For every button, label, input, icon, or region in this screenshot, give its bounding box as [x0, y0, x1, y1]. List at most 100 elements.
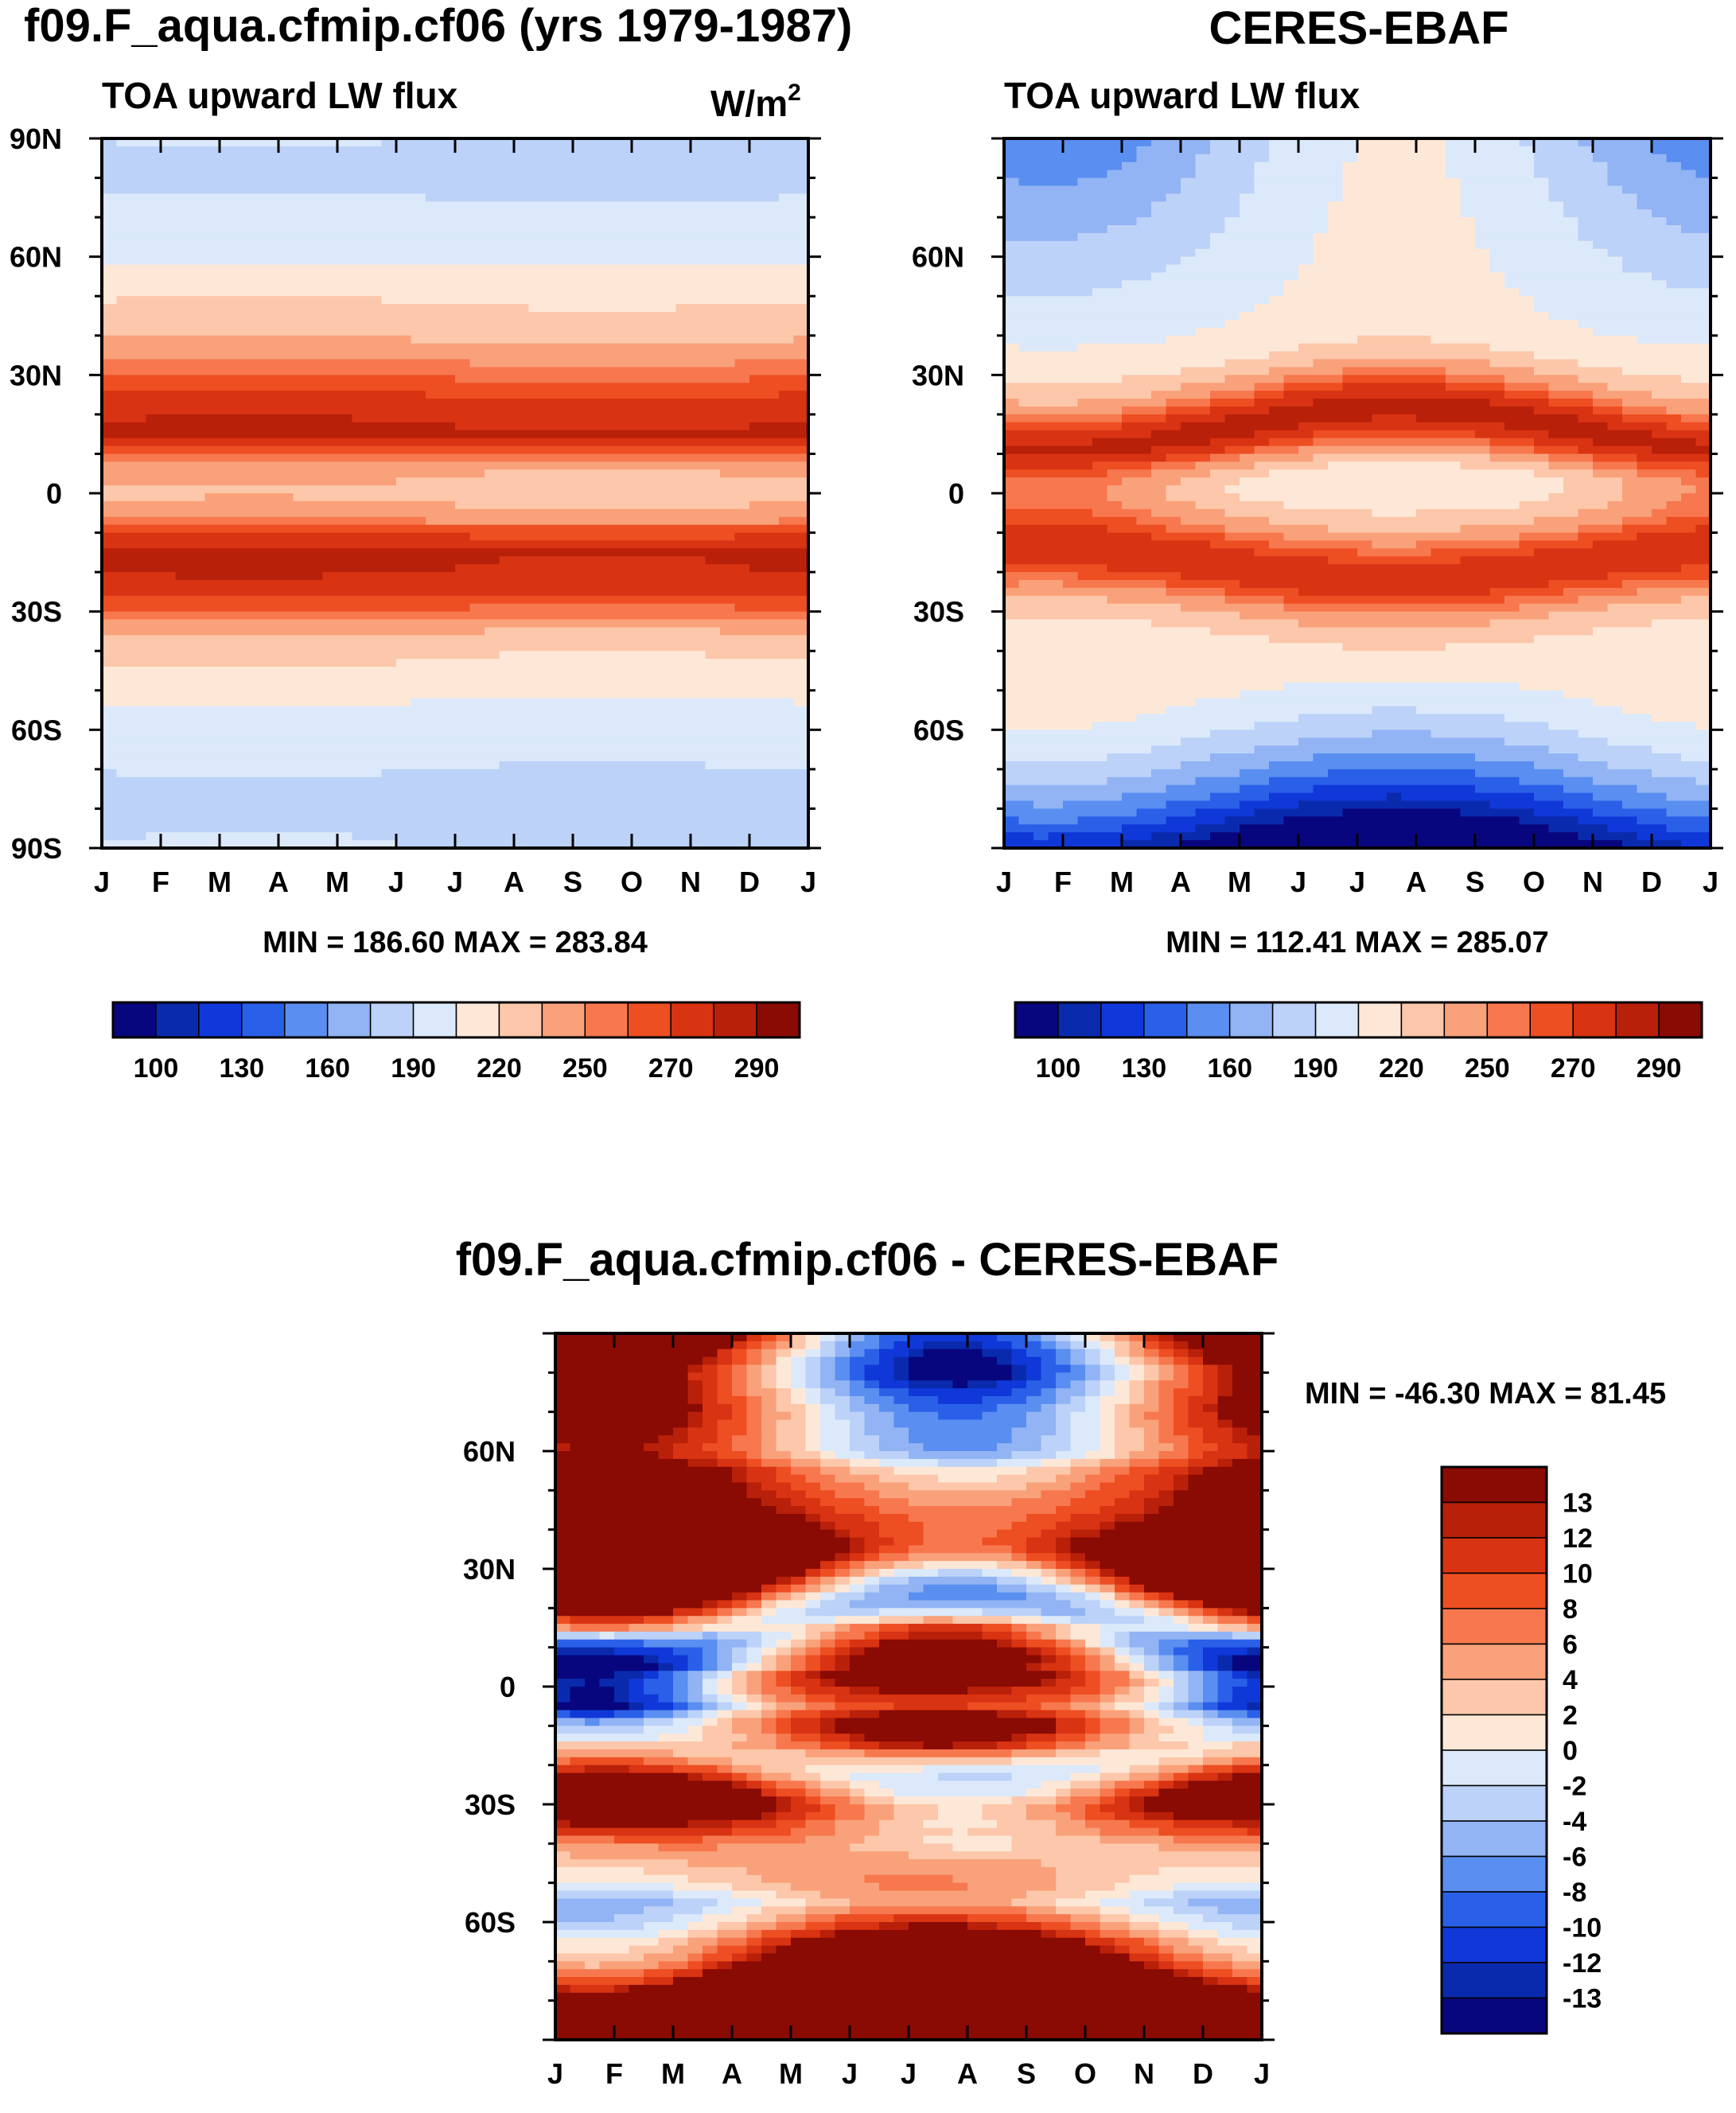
panel3-cell [879, 1687, 968, 1695]
panel2-cell [1475, 430, 1550, 439]
panel2-cell [1519, 776, 1594, 786]
panel2-cell [1504, 383, 1550, 391]
panel1-cell [102, 769, 118, 778]
panel3-cell [732, 1388, 748, 1397]
panel2-cell [1548, 312, 1711, 321]
panel3-cell [909, 1553, 1013, 1562]
panel3-cell [717, 1687, 733, 1695]
panel3-cell [864, 1419, 895, 1428]
panel2-cell [1607, 248, 1711, 258]
panel2-cell [1151, 272, 1299, 281]
panel3-cell [746, 1866, 1057, 1876]
panel3-cell [1158, 1364, 1174, 1373]
panel2-cell [1534, 469, 1594, 478]
panel3-cell [1085, 1576, 1101, 1586]
panel2-cell [1563, 209, 1652, 218]
panel2-cell [1224, 595, 1285, 605]
panel2-cell [1254, 177, 1344, 187]
panel1-cell [779, 516, 809, 526]
panel1-colorbar-label: 270 [648, 1053, 694, 1084]
panel3-cell [1158, 1929, 1189, 1939]
panel1-cell [102, 816, 809, 825]
panel3-cell [879, 1608, 983, 1617]
panel3-cell [1158, 1788, 1263, 1797]
panel3-cell [1085, 1380, 1101, 1389]
panel2-cell [1240, 493, 1550, 502]
panel3-cell [1070, 1576, 1086, 1586]
panel3-cell [820, 1451, 836, 1460]
panel3-cell [864, 1553, 880, 1562]
panel3-cell [805, 1694, 836, 1703]
panel2-colorbar-label: 290 [1637, 1053, 1682, 1084]
panel3-cell [1158, 1403, 1174, 1413]
panel3-cell [879, 1443, 924, 1452]
panel3-cell [1100, 1521, 1115, 1531]
panel3-cell [703, 1364, 718, 1373]
panel3-cell [938, 1411, 983, 1421]
panel3-cell [776, 1811, 807, 1821]
panel3-cell [820, 1364, 836, 1373]
panel2-cell [1622, 406, 1668, 415]
panel1-cell [102, 595, 809, 605]
panel2-cell [1240, 690, 1564, 699]
panel2-cell [1357, 335, 1432, 344]
panel1-cell [102, 840, 397, 849]
panel3-cell [805, 1608, 880, 1617]
panel3-cell [1188, 1372, 1204, 1381]
panel3-cell [1026, 1914, 1072, 1923]
panel1-cell [102, 288, 809, 297]
panel3-cell [805, 1655, 821, 1664]
panel2-cell [1681, 375, 1711, 383]
panel3-cell [864, 1631, 880, 1640]
panel2-cell [1548, 453, 1594, 462]
panel3-cell [1217, 1694, 1233, 1703]
panel3-cell [1085, 1372, 1101, 1381]
panel3-cell [923, 1741, 954, 1750]
panel3-cell [673, 1451, 718, 1460]
panel3-cell [687, 1773, 703, 1781]
panel3-cell [687, 1874, 762, 1884]
panel2-cell [1372, 508, 1417, 518]
panel3-cell [1026, 1811, 1072, 1821]
panel2-cell [1210, 391, 1255, 399]
panel2-cell [1578, 217, 1668, 226]
panel2-cell [1269, 367, 1344, 376]
panel3-cell [1158, 1608, 1174, 1617]
panel2-cell [1504, 714, 1652, 723]
panel3-cell [1203, 1718, 1233, 1726]
panel2-cell [1004, 674, 1711, 683]
panel3-cell [1041, 1576, 1057, 1586]
panel3-cell [614, 1647, 674, 1656]
panel3-cell [555, 1890, 674, 1899]
panel3-cell [703, 1961, 718, 1970]
panel3-cell [1011, 1631, 1027, 1640]
panel1-colorbar-swatch [713, 1002, 757, 1038]
panel3-cell [673, 1694, 689, 1703]
panel3-cell [746, 1403, 762, 1413]
panel2-stats: MIN = 112.41 MAX = 285.07 [1166, 926, 1549, 959]
panel2-cell [1004, 500, 1123, 510]
panel3-cell [805, 1663, 821, 1671]
panel1-cell [102, 335, 412, 344]
panel2-cell [1593, 698, 1711, 707]
panel3-cell [1217, 1773, 1233, 1781]
panel3-cell [555, 1395, 689, 1405]
panel2-cell [1695, 524, 1711, 534]
panel2-cell [1695, 169, 1711, 179]
panel3-cell [820, 1600, 850, 1609]
panel3-cell [864, 1874, 954, 1884]
panel3-cell [1100, 1584, 1115, 1594]
panel2-cell [1283, 375, 1344, 383]
panel3-cell [1158, 1953, 1174, 1962]
panel3-cell [1203, 1600, 1263, 1609]
panel3-cell [850, 1419, 866, 1428]
panel2-cell [1548, 430, 1652, 439]
panel3-cell [1115, 1348, 1131, 1358]
panel3-cell [791, 1937, 1086, 1947]
panel2-cell [1004, 643, 1344, 652]
panel3-cell [1203, 1466, 1263, 1476]
panel2-cell [1298, 714, 1505, 723]
panel1-cell [102, 232, 809, 242]
panel3-cell [1115, 1639, 1131, 1648]
panel1-title: f09.F_aqua.cfmip.cf06 (yrs 1979-1987) [24, 0, 852, 52]
